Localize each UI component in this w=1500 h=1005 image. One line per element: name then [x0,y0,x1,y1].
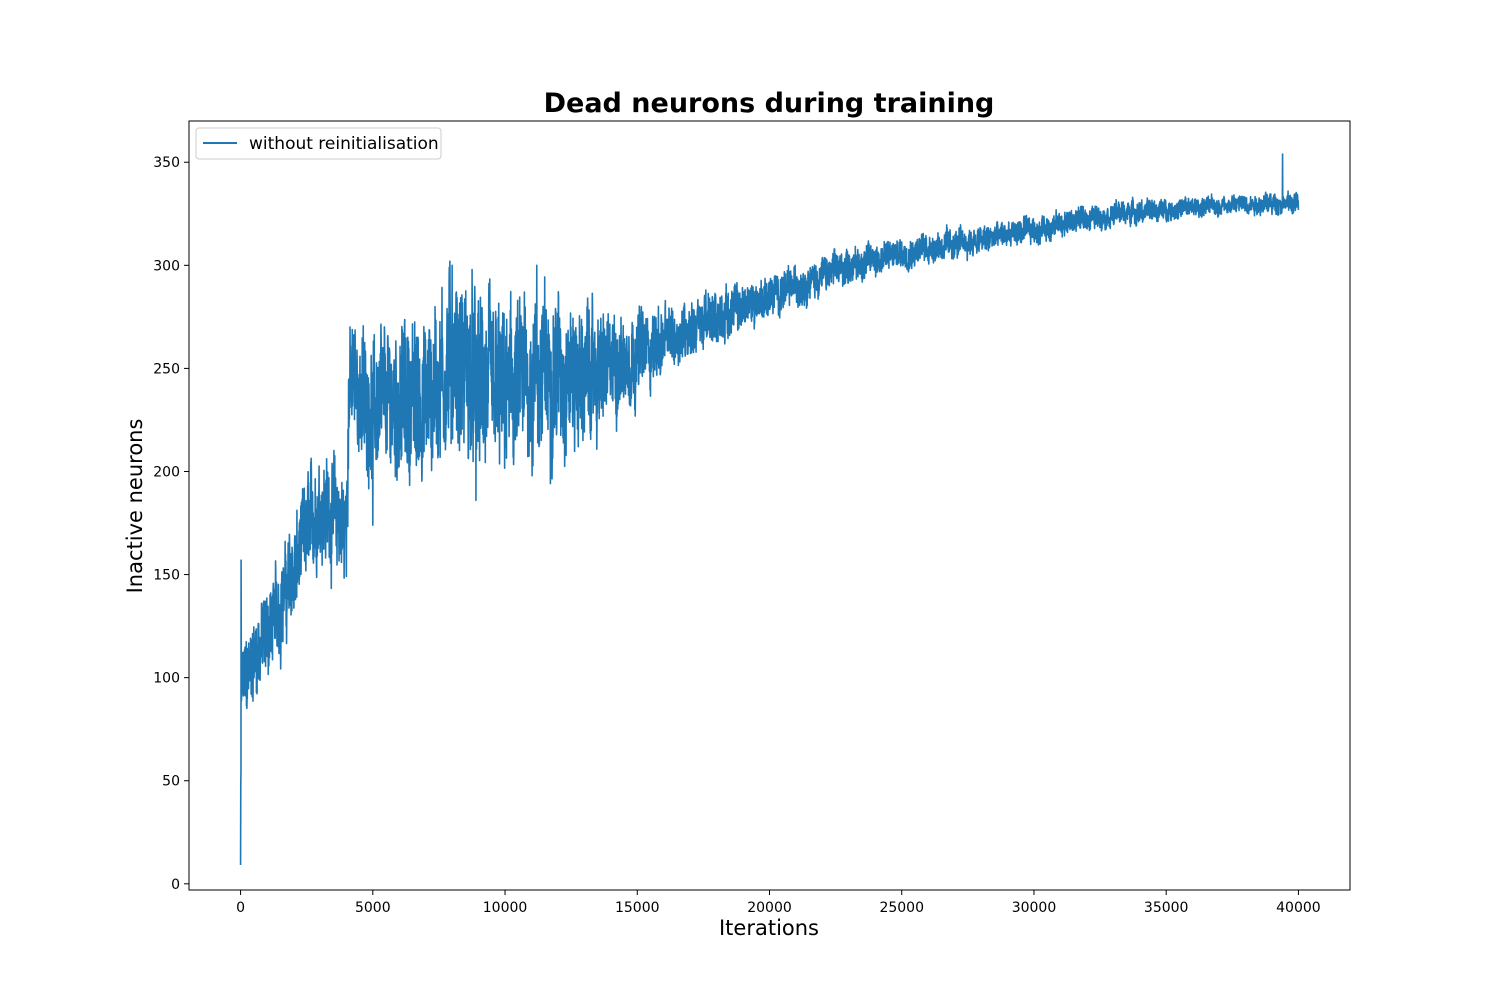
y-tick-label: 0 [171,877,180,893]
y-tick-label: 250 [153,361,180,377]
legend-box [195,127,442,160]
x-tick-label: 40000 [1276,900,1321,916]
y-tick-label: 100 [153,671,180,687]
plot-area [188,120,1351,891]
x-tick-label: 25000 [879,900,924,916]
y-tick-label: 50 [162,774,180,790]
x-tick-label: 35000 [1144,900,1189,916]
y-axis-ticks: 0 50 100 150 200 250 300 350 [153,155,189,893]
x-tick-label: 0 [236,900,245,916]
series-layer [239,153,1300,865]
y-tick-label: 350 [153,155,180,171]
y-tick-label: 200 [153,464,180,480]
x-axis-ticks: 0 5000 10000 15000 20000 25000 30000 35000 40000 [236,890,1321,916]
x-tick-label: 5000 [355,900,391,916]
x-axis-label: Iterations [719,916,819,940]
y-tick-label: 300 [153,258,180,274]
x-tick-label: 15000 [615,900,660,916]
x-tick-label: 20000 [747,900,792,916]
x-tick-label: 30000 [1012,900,1057,916]
y-axis-label: Inactive neurons [123,419,147,594]
series-line-without-reinitialisation [239,153,1300,865]
legend: without reinitialisation [195,127,442,160]
legend-entry-label: without reinitialisation [249,134,439,154]
axes-frame [188,120,1351,891]
y-tick-label: 150 [153,568,180,584]
x-tick-label: 10000 [483,900,528,916]
chart-title: Dead neurons during training [544,88,995,119]
